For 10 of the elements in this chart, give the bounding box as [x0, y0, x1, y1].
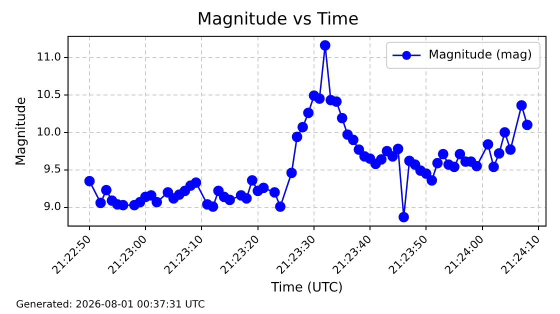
y-tick-label: 9.5	[44, 162, 62, 176]
y-tick-label: 10.0	[36, 125, 62, 138]
y-tick-label: 11.0	[36, 50, 62, 64]
y-tick-label: 10.5	[36, 88, 62, 101]
y-tick-label: 9.0	[44, 200, 62, 214]
text: Generated: 2026-08-01 00:37:31 UTC	[16, 300, 205, 311]
legend-label: Magnitude (mag)	[428, 48, 532, 62]
chart-title: Magnitude vs Time	[197, 10, 359, 30]
x-axis-title: Time (UTC)	[270, 280, 343, 296]
y-axis-title: Magnitude	[14, 96, 30, 166]
